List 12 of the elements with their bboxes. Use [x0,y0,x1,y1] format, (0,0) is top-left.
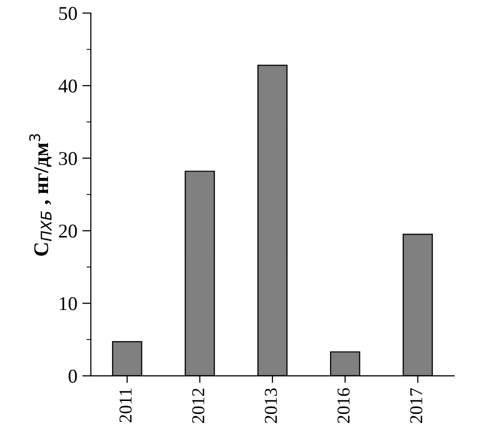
y-tick-label: 20 [59,224,77,238]
x-tick-label: 2016 [337,388,350,423]
y-tick-label: 50 [59,6,77,20]
y-tick-label: 40 [58,79,77,93]
x-tick-label: 2017 [410,388,422,423]
y-tick-label: 30 [59,152,77,166]
y-axis-title: C$_{ПХБ}$ , нг/дм$^{3}$ [29,134,52,256]
y-tick-label: 10 [60,297,77,310]
y-tick-label: 0 [68,370,77,383]
x-tick-label: 2012 [192,388,204,423]
x-tick-label: 2011 [119,388,132,422]
x-tick-label: 2013 [264,388,277,423]
